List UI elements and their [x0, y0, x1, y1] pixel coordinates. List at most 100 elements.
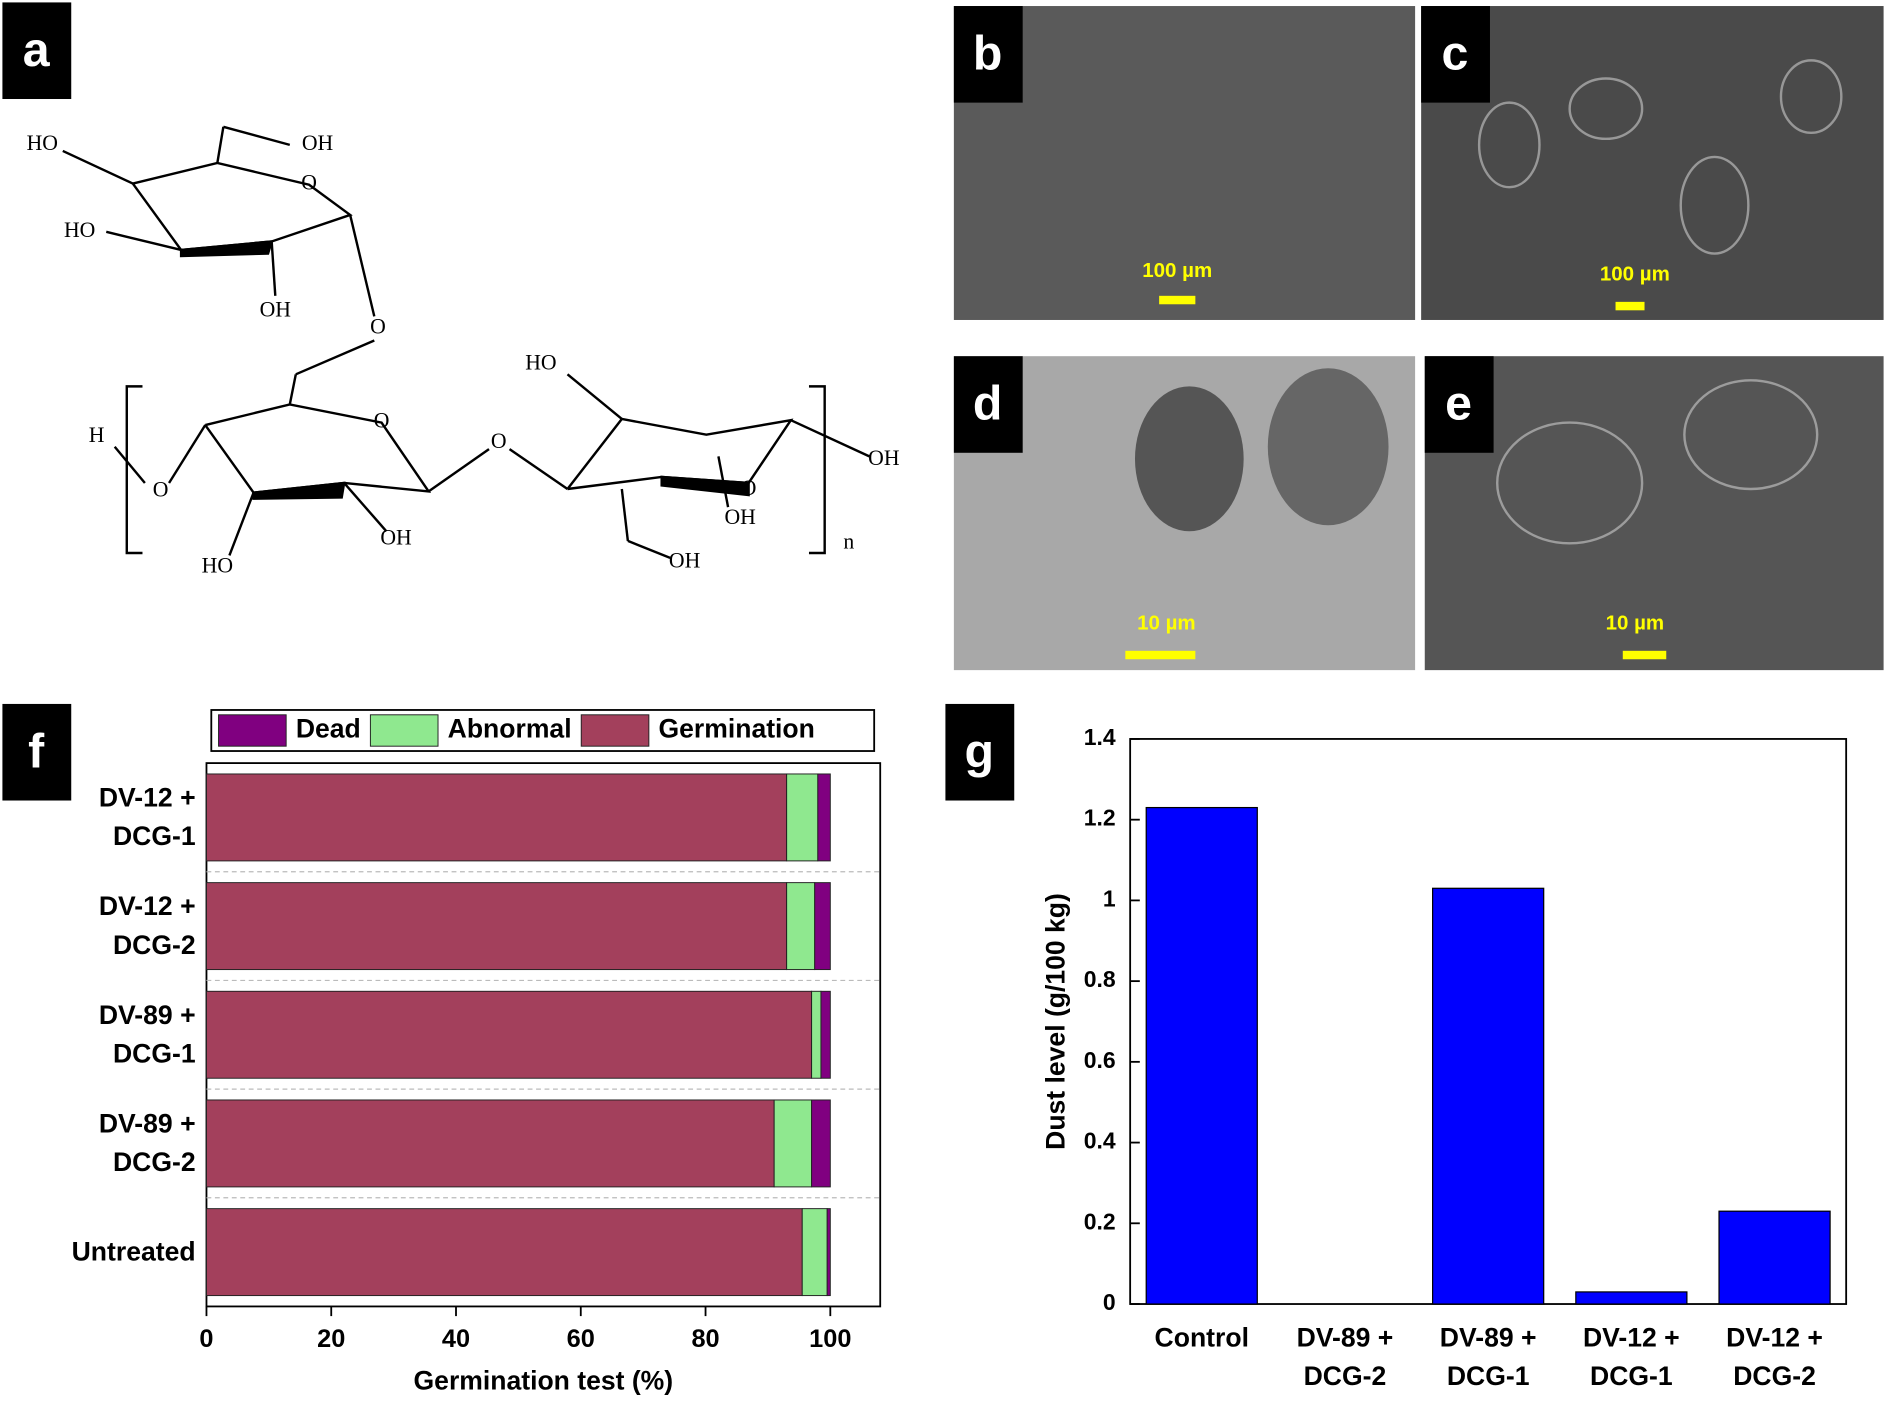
atom-label: OH: [669, 549, 701, 573]
bar-segment: [205, 882, 788, 971]
atom-label: OH: [302, 131, 334, 155]
x-tick-label: DV-89 + DCG-2: [1296, 1322, 1394, 1391]
scale-bar-label: 100 µm: [1600, 263, 1670, 286]
scale-bar-label: 10 µm: [1606, 612, 1665, 635]
atom-label: O: [374, 409, 390, 433]
bar-segment: [801, 1208, 828, 1297]
legend-label: Abnormal: [448, 714, 572, 744]
y-tick-label: 0.2: [1084, 1208, 1116, 1234]
x-tick-label: 60: [567, 1325, 595, 1353]
legend-swatch: [580, 714, 650, 747]
bar-segment: [817, 773, 831, 862]
bar: [1718, 1210, 1831, 1305]
panel-label: d: [973, 377, 1003, 431]
y-tick-label: DV-89 + DCG-1: [98, 999, 196, 1069]
scale-bar: [1125, 650, 1196, 660]
x-axis-title: Germination test (%): [414, 1366, 674, 1396]
bar-segment: [205, 1099, 775, 1188]
pore: [1134, 386, 1244, 532]
x-tick-label: 20: [317, 1325, 345, 1353]
x-tick-label: DV-12 + DCG-2: [1726, 1322, 1823, 1391]
atom-label: HO: [525, 351, 556, 375]
x-tick-label: DV-89 + DCG-1: [1439, 1322, 1537, 1391]
panel-label-box: [953, 6, 1023, 103]
legend-label: Germination: [659, 714, 815, 744]
micrograph-b: [953, 6, 1416, 320]
scale-bar: [1622, 650, 1667, 660]
micrograph-e: [1424, 356, 1884, 671]
texture: [1477, 59, 1843, 545]
atom-label: HO: [202, 553, 233, 577]
panel-label: e: [1445, 377, 1472, 431]
panel-label: f: [28, 724, 45, 778]
atom-label: n: [843, 529, 854, 553]
y-tick-label: 0.8: [1084, 966, 1116, 992]
x-tick-label: DV-12 + DCG-1: [1582, 1322, 1680, 1391]
panel-label-box: [953, 356, 1023, 453]
atom-label: HO: [64, 218, 95, 242]
panel-label: g: [964, 724, 994, 778]
y-axis-title: Dust level (g/100 kg): [1041, 893, 1071, 1150]
scale-bar-label: 100 µm: [1142, 259, 1212, 282]
atom-label: O: [301, 171, 317, 195]
bar-segment: [820, 990, 831, 1079]
atom-label: O: [370, 314, 386, 338]
x-tick-label: 80: [691, 1325, 719, 1353]
scale-bar-label: 10 µm: [1137, 612, 1196, 635]
bar: [1145, 806, 1258, 1305]
atom-label: O: [153, 477, 169, 501]
bar: [1575, 1291, 1688, 1305]
atom-label: OH: [260, 298, 292, 322]
scale-bar: [1159, 295, 1196, 305]
bar-segment: [814, 882, 831, 971]
y-tick-label: 1.4: [1084, 724, 1116, 750]
atom-label: OH: [380, 526, 412, 550]
legend-swatch: [218, 714, 287, 747]
y-tick-label: Untreated: [71, 1236, 196, 1267]
bar-segment: [811, 1099, 831, 1188]
bar-segment: [811, 990, 822, 1079]
y-tick-label: 0.6: [1084, 1047, 1116, 1073]
x-tick-label: 40: [442, 1325, 470, 1353]
atom-label: HO: [27, 131, 58, 155]
panel-label: b: [973, 26, 1003, 80]
bar-segment: [786, 882, 816, 971]
legend-swatch: [369, 714, 439, 747]
panel-label: a: [23, 23, 51, 77]
panel-label-box: [945, 703, 1015, 801]
y-tick-label: 1: [1103, 885, 1116, 911]
micrograph-c: [1421, 6, 1884, 320]
x-tick-label: 100: [809, 1325, 851, 1353]
y-tick-label: DV-89 + DCG-2: [98, 1108, 196, 1178]
y-tick-label: DV-12 + DCG-2: [98, 891, 196, 960]
y-tick-label: 0.4: [1084, 1128, 1116, 1154]
atom-label: H: [89, 423, 105, 447]
structure: [62, 125, 870, 559]
atom-label: OH: [868, 446, 900, 470]
y-tick-label: 0: [1103, 1289, 1116, 1315]
bar-segment: [205, 990, 813, 1079]
legend-label: Dead: [296, 714, 361, 744]
bar-segment: [205, 1208, 803, 1297]
y-tick-label: 1.2: [1084, 805, 1116, 831]
pore: [1267, 368, 1389, 526]
panel-label-box: [1424, 356, 1494, 453]
bar-segment: [786, 773, 819, 862]
bar: [1432, 887, 1545, 1305]
bar-segment: [205, 773, 788, 862]
y-tick-label: DV-12 + DCG-1: [98, 782, 196, 852]
panel-label-box: [2, 703, 72, 801]
scale-bar: [1615, 301, 1645, 311]
panel-label: c: [1442, 26, 1469, 80]
panel-label-box: [2, 2, 72, 100]
panel-label-box: [1421, 6, 1490, 103]
bar-segment: [773, 1099, 813, 1188]
atom-label: O: [491, 429, 507, 453]
bar-segment: [826, 1208, 831, 1297]
x-tick-label: Control: [1154, 1322, 1249, 1353]
x-tick-label: 0: [199, 1325, 213, 1353]
atom-label: OH: [724, 505, 756, 529]
atom-label: O: [741, 476, 757, 500]
